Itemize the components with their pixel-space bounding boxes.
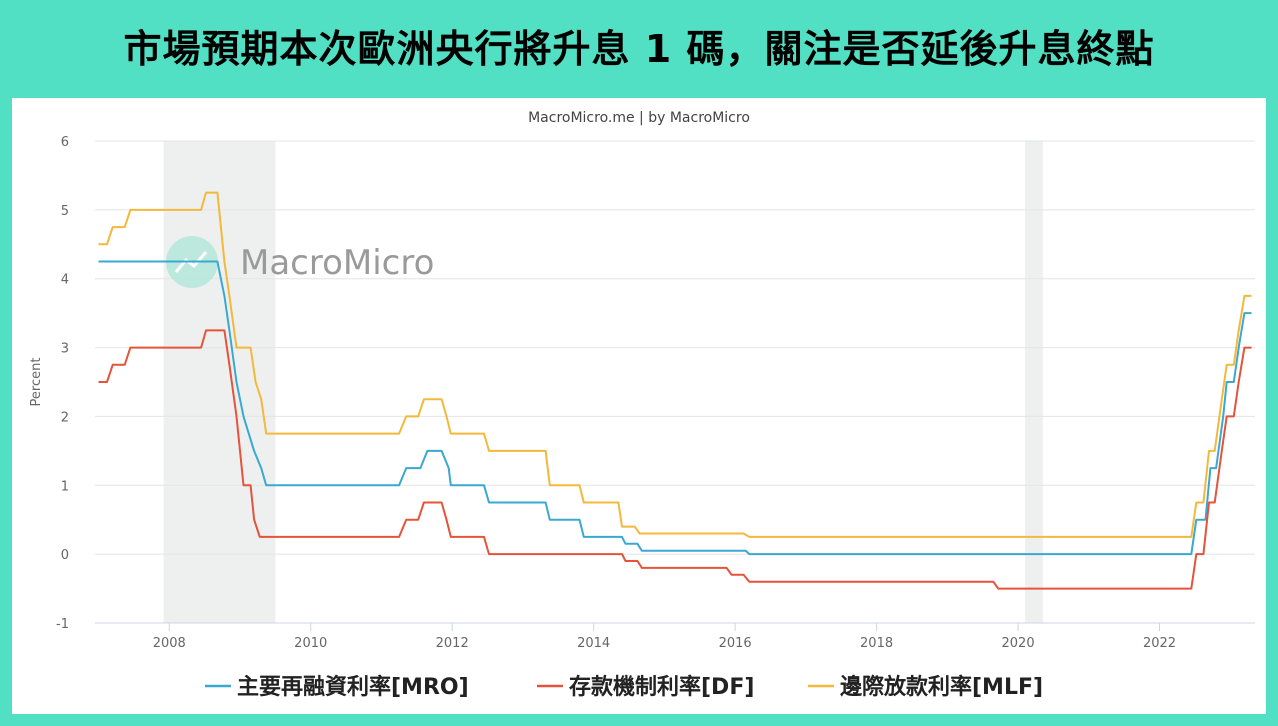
series-line-2 (98, 191, 1252, 538)
y-axis-ticks: -1 0 1 2 3 4 5 6 (56, 135, 69, 632)
y-axis-label: Percent (29, 358, 44, 407)
y-tick-label: 2 (61, 410, 69, 425)
legend: 主要再融資利率[MRO] 存款機制利率[DF] 邊際放款利率[MLF] (205, 674, 1043, 700)
x-tick-label: 2016 (719, 636, 752, 651)
headline: 市場預期本次歐洲央行將升息 1 碼，關注是否延後升息終點 (123, 27, 1155, 71)
legend-label-0[interactable]: 主要再融資利率[MRO] (237, 674, 469, 700)
x-tick-label: 2020 (1002, 636, 1035, 651)
shaded-period-1 (1025, 141, 1043, 623)
y-tick-label: 3 (61, 342, 69, 357)
y-tick-label: 1 (61, 479, 69, 494)
y-tick-label: 4 (61, 273, 69, 288)
x-tick-label: 2022 (1143, 636, 1176, 651)
watermark-logo-chart-icon (174, 251, 208, 273)
y-tick-label: 6 (61, 135, 69, 150)
x-tick-label: 2012 (436, 636, 469, 651)
credit-text: MacroMicro.me | by MacroMicro (528, 110, 750, 126)
legend-label-1[interactable]: 存款機制利率[DF] (569, 674, 754, 700)
series-line-0 (98, 260, 1252, 556)
legend-label-2[interactable]: 邊際放款利率[MLF] (840, 674, 1043, 700)
shaded-periods (163, 141, 1043, 623)
y-tick-label: -1 (56, 617, 69, 632)
y-tick-label: 0 (61, 548, 69, 563)
y-tick-label: 5 (61, 204, 69, 219)
x-axis-ticks: 2008 2010 2012 2014 2016 2018 2020 2022 (95, 622, 1255, 651)
x-tick-label: 2018 (860, 636, 893, 651)
watermark-text: MacroMicro (240, 243, 434, 283)
x-tick-label: 2010 (294, 636, 327, 651)
series-lines (98, 191, 1252, 590)
x-tick-label: 2014 (577, 636, 610, 651)
watermark: MacroMicro (166, 236, 434, 288)
series-line-1 (98, 329, 1252, 590)
x-tick-label: 2008 (153, 636, 186, 651)
